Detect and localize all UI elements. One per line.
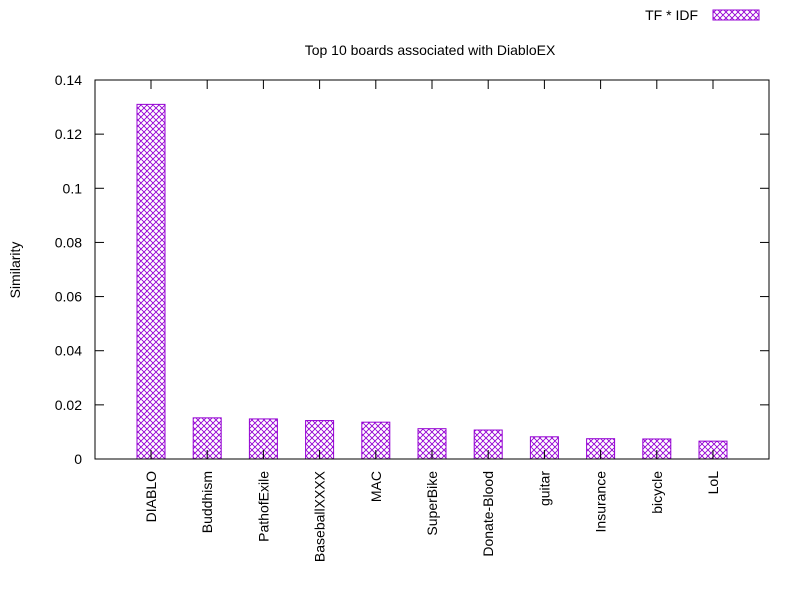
y-tick-label: 0.04 — [55, 343, 82, 359]
x-tick-label: Donate-Blood — [480, 471, 496, 557]
x-tick-label: Buddhism — [199, 471, 215, 533]
x-tick-label: LoL — [705, 471, 721, 495]
x-tick-label: bicycle — [649, 471, 665, 514]
y-tick-label: 0.06 — [55, 289, 82, 305]
chart-title: Top 10 boards associated with DiabloEX — [305, 42, 556, 58]
y-tick-label: 0.12 — [55, 126, 82, 142]
bar-diablo — [136, 103, 166, 460]
y-tick-label: 0.1 — [63, 180, 83, 196]
y-tick-label: 0.08 — [55, 234, 82, 250]
y-axis-label: Similarity — [7, 242, 23, 299]
x-tick-label: SuperBike — [424, 471, 440, 536]
y-tick-label: 0 — [74, 451, 82, 467]
x-axis-ticks: DIABLO Buddhism PathofExile BaseballXXXX MAC… — [143, 80, 721, 562]
x-tick-label: PathofExile — [255, 471, 271, 542]
x-tick-label: BaseballXXXX — [312, 470, 328, 562]
y-tick-label: 0.14 — [55, 72, 82, 88]
plot-frame — [94, 79, 770, 460]
x-tick-label: MAC — [368, 471, 384, 502]
y-axis-ticks: 0 0.02 0.04 0.06 0.08 0.1 0.12 0.14 — [55, 72, 769, 467]
x-tick-label: Insurance — [593, 471, 609, 533]
legend-label: TF * IDF — [645, 7, 698, 23]
x-tick-label: guitar — [536, 471, 552, 506]
bars — [136, 103, 728, 460]
y-tick-label: 0.02 — [55, 397, 82, 413]
legend-swatch — [712, 9, 760, 21]
x-tick-label: DIABLO — [143, 471, 159, 522]
legend: TF * IDF — [645, 7, 760, 23]
